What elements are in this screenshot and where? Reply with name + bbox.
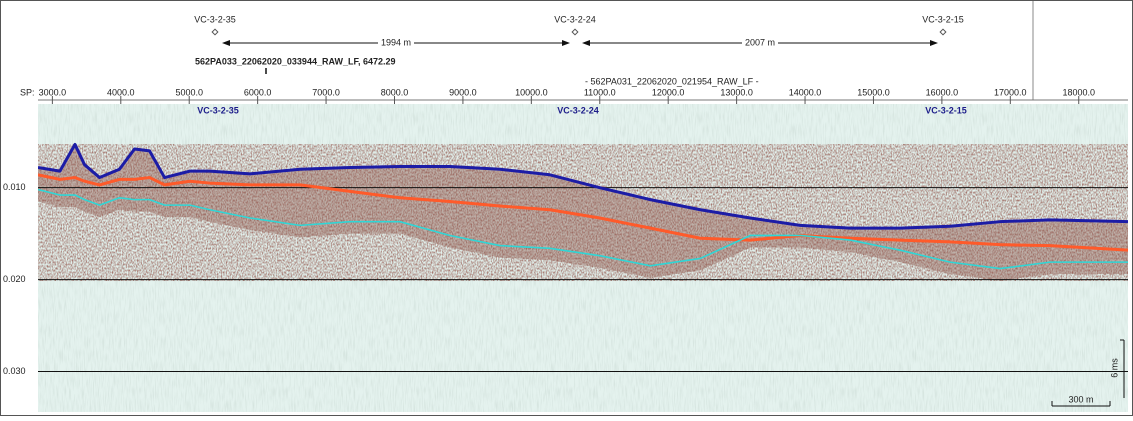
- x-tick-label: 5000.0: [175, 87, 203, 97]
- x-tick-label: 7000.0: [312, 87, 340, 97]
- y-tick-label: 0.010: [3, 182, 26, 192]
- x-tick-label: 4000.0: [107, 87, 135, 97]
- x-tick-label: 13000.0: [720, 87, 753, 97]
- x-tick-label: 10000.0: [515, 87, 548, 97]
- x-tick-label: 3000.0: [39, 87, 67, 97]
- distance-label: 1994 m: [381, 37, 411, 47]
- x-tick-label: 9000.0: [449, 87, 477, 97]
- x-tick-label: 6000.0: [244, 87, 272, 97]
- x-tick-label: 12000.0: [652, 87, 685, 97]
- well-label-plot: VC-3-2-35: [197, 105, 239, 115]
- y-tick-label: 0.030: [3, 366, 26, 376]
- y-tick-label: 0.020: [3, 274, 26, 284]
- well-label: VC-3-2-15: [922, 14, 964, 24]
- well-label-plot: VC-3-2-15: [925, 105, 967, 115]
- scale-label: 6 ms: [1109, 358, 1119, 378]
- x-tick-label: 15000.0: [857, 87, 890, 97]
- x-tick-label: 11000.0: [584, 87, 616, 97]
- scale-label: 300 m: [1068, 394, 1093, 404]
- x-tick-label: 18000.0: [1062, 87, 1095, 97]
- well-label-plot: VC-3-2-24: [557, 105, 599, 115]
- x-tick-label: 16000.0: [926, 87, 959, 97]
- distance-label: 2007 m: [745, 37, 775, 47]
- well-label: VC-3-2-24: [554, 14, 596, 24]
- line-name: - 562PA031_22062020_021954_RAW_LF -: [585, 76, 759, 86]
- seismic-view: 0.010 0.020 0.030 SP: 3000.0 4000.0 5000.0 6000…: [0, 0, 1133, 416]
- x-axis-label: SP:: [20, 87, 35, 97]
- x-tick-label: 8000.0: [381, 87, 409, 97]
- x-tick-label: 14000.0: [789, 87, 822, 97]
- x-tick-label: 17000.0: [994, 87, 1027, 97]
- well-label: VC-3-2-35: [194, 14, 236, 24]
- line-name: 562PA033_22062020_033944_RAW_LF, 6472.29: [195, 56, 396, 66]
